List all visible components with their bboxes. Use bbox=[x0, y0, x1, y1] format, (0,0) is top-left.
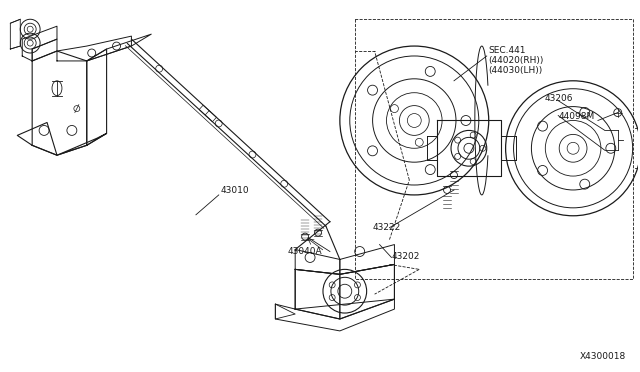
Text: X4300018: X4300018 bbox=[579, 352, 626, 361]
Bar bbox=[199, 105, 211, 116]
Text: 44098M: 44098M bbox=[558, 112, 595, 121]
Text: 43040A: 43040A bbox=[287, 247, 322, 256]
Text: SEC.441: SEC.441 bbox=[489, 46, 526, 55]
Bar bbox=[205, 110, 216, 122]
Text: 43222: 43222 bbox=[372, 223, 401, 232]
Text: 43010: 43010 bbox=[221, 186, 250, 195]
Text: 43202: 43202 bbox=[392, 253, 420, 262]
Text: 43206: 43206 bbox=[544, 94, 573, 103]
Text: (44030(LH)): (44030(LH)) bbox=[489, 66, 543, 75]
Text: (44020(RH)): (44020(RH)) bbox=[489, 56, 544, 65]
